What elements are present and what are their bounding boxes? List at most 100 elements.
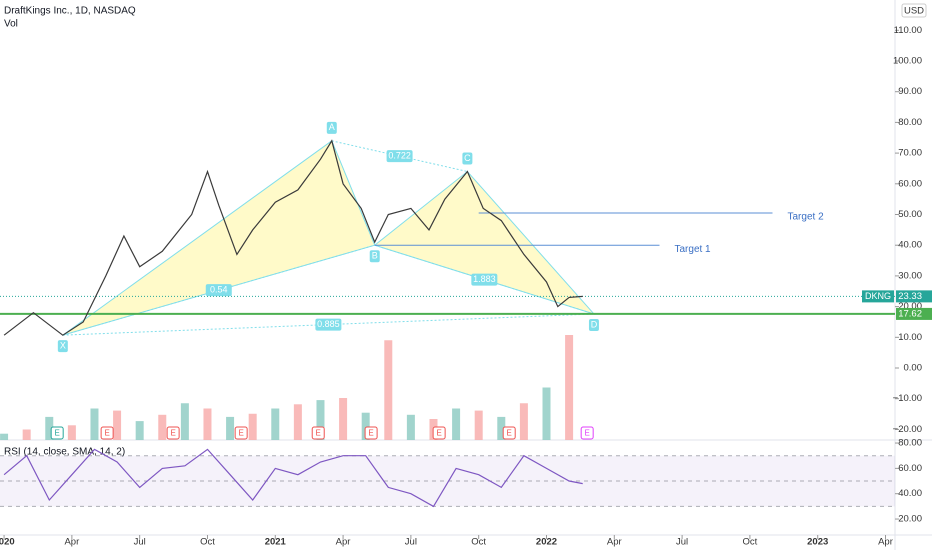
volume-bar [67, 425, 76, 440]
ratio-label: 0.885 [317, 319, 340, 329]
rsi-tick-label: 60.00 [898, 463, 922, 474]
pattern-fill [62, 140, 376, 336]
pattern-point-label: B [372, 251, 378, 261]
y-tick-label: −10.00 [893, 393, 922, 404]
earnings-badge[interactable] [100, 426, 114, 440]
volume-bar [226, 416, 235, 440]
pattern-point-label: A [329, 122, 335, 132]
y-tick-label: 80.00 [898, 117, 922, 128]
pattern-point-box [462, 152, 473, 165]
earnings-label: E [507, 429, 512, 438]
volume-bar [339, 398, 348, 440]
volume-bar [361, 412, 370, 440]
y-tick-label: 30.00 [898, 270, 922, 281]
x-tick-label: 2021 [265, 537, 287, 548]
pattern-point-box [57, 340, 68, 353]
earnings-label: E [585, 429, 590, 438]
earnings-label: E [368, 429, 373, 438]
volume-bar [293, 404, 302, 440]
volume-bar [271, 408, 280, 440]
volume-bar [158, 414, 167, 440]
x-tick-label: 2022 [536, 537, 557, 548]
support-label: 17.62 [898, 308, 922, 319]
x-tick-label: Jul [134, 537, 146, 548]
ratio-box [386, 150, 413, 163]
volume-bar [316, 400, 325, 440]
volume-bar [45, 416, 54, 440]
pattern-point-label: D [591, 319, 598, 329]
volume-bar [474, 410, 483, 440]
pattern-point-box [369, 250, 380, 263]
currency-badge[interactable] [901, 3, 927, 18]
volume-legend: Vol [4, 19, 18, 30]
chart-title: DraftKings Inc., 1D, NASDAQ [4, 6, 136, 17]
x-tick-label: Apr [336, 537, 351, 548]
y-tick-label: 10.00 [898, 332, 922, 343]
x-tick-label: Apr [607, 537, 622, 548]
x-tick-label: Apr [64, 537, 79, 548]
volume-bar [0, 433, 9, 440]
y-tick-label: 0.00 [904, 363, 923, 374]
x-tick-label: Oct [200, 537, 215, 548]
ticker-name: DKNG [865, 291, 891, 301]
y-tick-label: 40.00 [898, 240, 922, 251]
x-tick-label: Apr [878, 537, 893, 548]
y-tick-label: 90.00 [898, 86, 922, 97]
last-price-label: 23.33 [898, 291, 922, 302]
volume-bar [565, 335, 574, 440]
pattern-point-label: C [464, 153, 471, 163]
volume-bar [113, 410, 122, 440]
y-tick-label: 100.00 [893, 56, 922, 67]
pattern-point-box [326, 121, 337, 134]
volume-bar [519, 403, 528, 440]
x-tick-label: 2023 [807, 537, 828, 548]
earnings-badge[interactable] [234, 426, 248, 440]
rsi-line [3, 448, 583, 508]
rsi-tick-label: 40.00 [898, 488, 922, 499]
y-tick-label: 60.00 [898, 178, 922, 189]
rsi-tick-label: 80.00 [898, 438, 922, 449]
rsi-legend: RSI (14, close, SMA, 14, 2) [4, 447, 125, 458]
earnings-badge[interactable] [311, 426, 325, 440]
x-tick-label: Jul [676, 537, 688, 548]
x-tick-label: 2020 [0, 537, 15, 548]
earnings-badge[interactable] [502, 426, 516, 440]
target-label: Target 1 [674, 244, 711, 255]
y-tick-label: −20.00 [893, 424, 922, 435]
y-tick-label: 20.00 [898, 301, 922, 312]
x-tick-label: Jul [405, 537, 417, 548]
volume-bar [406, 414, 415, 440]
volume-bar [180, 403, 189, 440]
rsi-tick-label: 20.00 [898, 514, 922, 525]
volume-bar [135, 421, 144, 440]
earnings-label: E [238, 429, 243, 438]
x-tick-label: Oct [471, 537, 486, 548]
ratio-box [315, 318, 342, 331]
volume-bar [90, 408, 99, 440]
earnings-label: E [55, 429, 60, 438]
earnings-label: E [170, 429, 175, 438]
volume-bar [203, 408, 212, 440]
ratio-box [471, 273, 498, 286]
volume-bar [22, 429, 31, 440]
volume-bar [452, 408, 461, 440]
earnings-badge[interactable] [580, 426, 594, 440]
earnings-label: E [436, 429, 441, 438]
volume-bar [248, 413, 257, 440]
volume-bar [384, 340, 393, 440]
support-tag [896, 307, 932, 320]
earnings-badge[interactable] [364, 426, 378, 440]
earnings-badge[interactable] [50, 426, 64, 440]
y-tick-label: 70.00 [898, 148, 922, 159]
earnings-badge[interactable] [166, 426, 180, 440]
pattern-point-label: X [60, 341, 66, 351]
y-tick-label: 110.00 [894, 25, 922, 36]
pattern-fill [373, 170, 596, 315]
earnings-badge[interactable] [432, 426, 446, 440]
pattern-point-box [588, 318, 599, 331]
currency: USD [904, 6, 924, 17]
ratio-label: 1.883 [473, 274, 496, 284]
earnings-label: E [104, 429, 109, 438]
volume-bar [542, 387, 551, 440]
